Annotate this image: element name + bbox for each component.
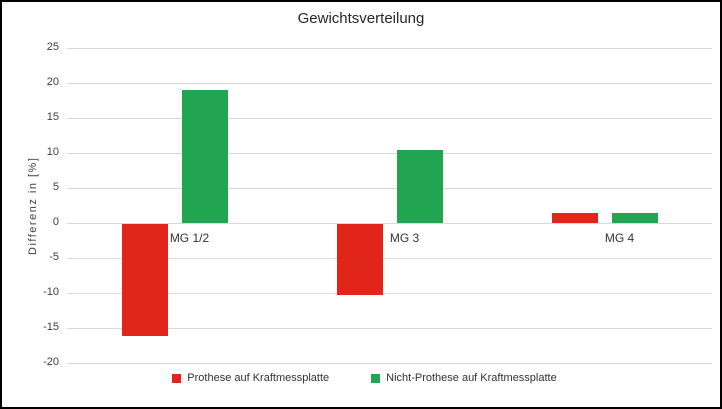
category-label: MG 4 [604,231,635,245]
y-tick-label: 20 [46,76,59,88]
y-tick-label: -20 [43,356,59,368]
gridline [67,153,712,154]
y-tick-label: 0 [52,216,59,228]
y-tick-label: -10 [43,286,59,298]
gridline [67,328,712,329]
gridline [67,48,712,49]
legend-item: Prothese auf Kraftmessplatte [172,372,329,384]
y-tick-label: -15 [43,321,59,333]
category-label: MG 3 [389,231,420,245]
legend: Prothese auf Kraftmessplatte Nicht-Prothe… [42,372,687,384]
legend-swatch [172,373,182,383]
legend-swatch [371,373,381,383]
gridline [67,118,712,119]
gridline [67,258,712,259]
gridline [67,83,712,84]
y-tick-label: 10 [46,146,59,158]
y-tick-label: -5 [49,251,59,263]
bar-series2 [611,213,658,223]
legend-label: Nicht-Prothese auf Kraftmessplatte [386,372,557,384]
bar-series1 [551,213,598,223]
bar-series1 [121,224,168,336]
bar-series2 [396,149,443,223]
legend-label: Prothese auf Kraftmessplatte [187,372,330,384]
chart-title: Gewichtsverteilung [297,10,425,27]
legend-item: Nicht-Prothese auf Kraftmessplatte [371,372,557,384]
bar-series1 [336,224,383,296]
y-tick-label: 5 [52,181,59,193]
gridline [67,223,712,224]
gridline [67,363,712,364]
y-tick-label: 15 [46,111,59,123]
bar-series2 [181,90,228,223]
y-tick-label: 25 [46,41,59,53]
gridline [67,188,712,189]
gridline [67,293,712,294]
category-label: MG 1/2 [169,231,210,245]
